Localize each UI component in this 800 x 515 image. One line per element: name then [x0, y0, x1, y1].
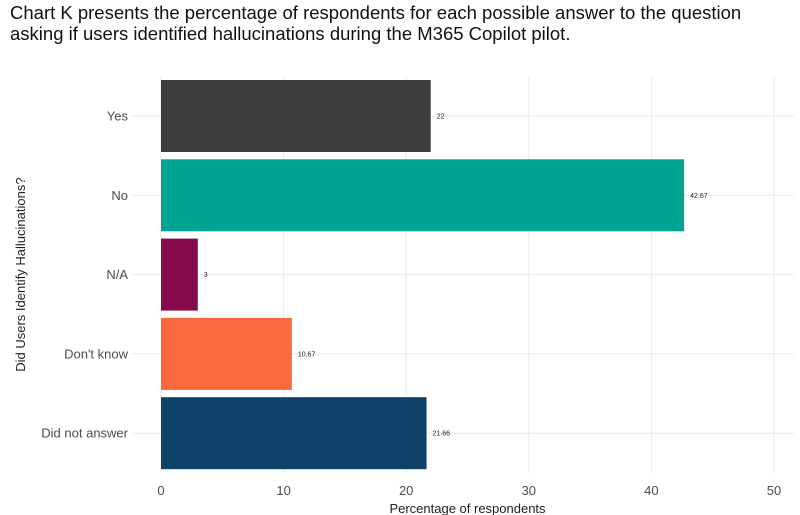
category-label: Yes: [107, 109, 129, 124]
x-tick-label: 20: [399, 483, 413, 498]
caption-line-2: asking if users identified hallucination…: [10, 23, 571, 44]
x-tick-label: 30: [522, 483, 536, 498]
chart-caption: Chart K presents the percentage of respo…: [10, 2, 795, 44]
category-label: N/A: [106, 267, 128, 282]
data-label: 10.67: [298, 351, 316, 358]
bar-n-a: [161, 238, 198, 311]
category-label: No: [111, 188, 128, 203]
data-label: 22: [437, 114, 445, 121]
data-label: 21.66: [433, 431, 451, 438]
x-tick-labels: 0 10 20 30 40 50: [157, 483, 781, 498]
y-axis-label: Did Users Identify Hallucinations?: [13, 177, 28, 371]
bar-did-not-answer: [161, 397, 427, 470]
data-label: 3: [204, 272, 208, 279]
bar-yes: [161, 80, 431, 152]
x-tick-label: 10: [276, 483, 290, 498]
bar-don-t-know: [161, 317, 292, 390]
x-tick-label: 50: [767, 483, 781, 498]
data-label: 42.67: [690, 193, 708, 200]
category-label: Don't know: [64, 346, 129, 361]
x-axis-label: Percentage of respondents: [389, 501, 546, 515]
bars: [161, 80, 685, 470]
category-label: Did not answer: [41, 426, 128, 441]
x-tick-label: 40: [644, 483, 658, 498]
x-tick-label: 0: [157, 483, 164, 498]
data-labels: 22 42.67 3 10.67 21.66: [204, 114, 708, 438]
bar-no: [161, 159, 685, 232]
caption-line-1: Chart K presents the percentage of respo…: [10, 2, 742, 23]
category-labels: Yes No N/A Don't know Did not answer: [41, 109, 128, 441]
